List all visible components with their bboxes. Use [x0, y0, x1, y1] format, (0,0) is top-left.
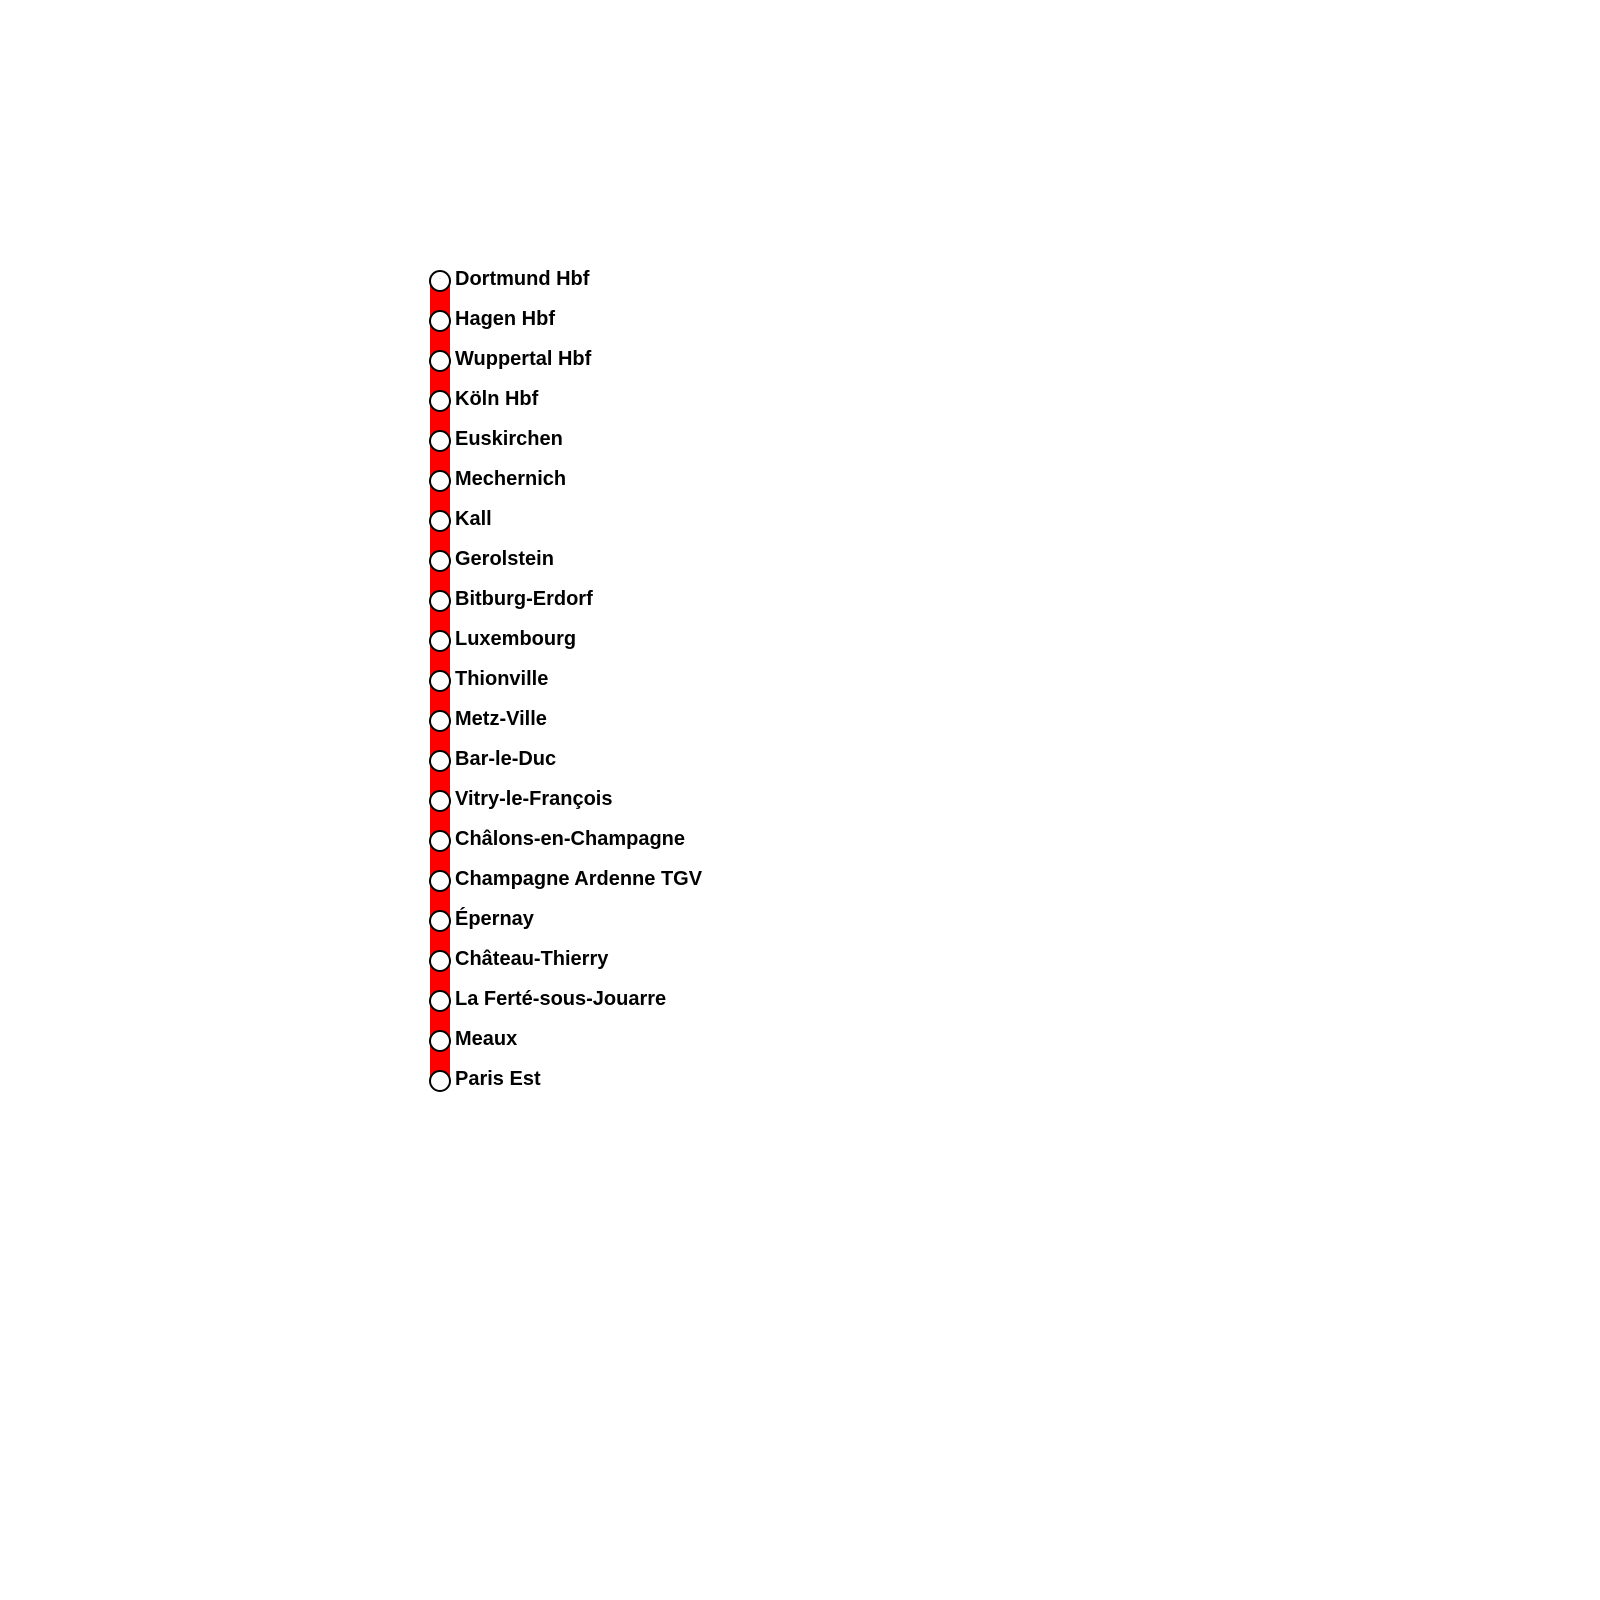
station-stop: Thionville	[429, 668, 549, 692]
station-circle-icon	[429, 430, 451, 452]
station-stop: Châlons-en-Champagne	[429, 828, 686, 852]
station-circle-icon	[429, 630, 451, 652]
station-label: Meaux	[455, 1028, 518, 1050]
station-label: Gerolstein	[455, 548, 554, 570]
station-circle-icon	[429, 270, 451, 292]
station-stop: Épernay	[429, 908, 534, 932]
station-circle-icon	[429, 310, 451, 332]
station-label: Metz-Ville	[455, 708, 547, 730]
station-label: La Ferté-sous-Jouarre	[455, 988, 667, 1010]
station-circle-icon	[429, 830, 451, 852]
station-label: Wuppertal Hbf	[455, 348, 592, 370]
station-stop: Dortmund Hbf	[429, 268, 590, 292]
station-circle-icon	[429, 390, 451, 412]
station-circle-icon	[429, 1070, 451, 1092]
station-circle-icon	[429, 350, 451, 372]
station-label: Hagen Hbf	[455, 308, 555, 330]
station-circle-icon	[429, 470, 451, 492]
station-circle-icon	[429, 1030, 451, 1052]
station-stop: La Ferté-sous-Jouarre	[429, 988, 667, 1012]
station-label: Euskirchen	[455, 428, 563, 450]
station-label: Châlons-en-Champagne	[455, 828, 686, 850]
station-label: Thionville	[455, 668, 549, 690]
station-stop: Bar-le-Duc	[429, 748, 557, 772]
station-label: Château-Thierry	[455, 948, 609, 970]
station-circle-icon	[429, 950, 451, 972]
station-circle-icon	[429, 670, 451, 692]
station-stop: Gerolstein	[429, 548, 554, 572]
station-label: Bitburg-Erdorf	[455, 588, 593, 610]
station-stop: Bitburg-Erdorf	[429, 588, 593, 612]
station-stop: Château-Thierry	[429, 948, 609, 972]
station-stop: Meaux	[429, 1028, 518, 1052]
station-stop: Mechernich	[429, 468, 567, 492]
station-label: Kall	[455, 508, 492, 530]
station-stop: Metz-Ville	[429, 708, 547, 732]
station-stop: Köln Hbf	[429, 388, 539, 412]
station-stop: Hagen Hbf	[429, 308, 555, 332]
station-stop: Champagne Ardenne TGV	[429, 868, 703, 892]
station-label: Vitry-le-François	[455, 788, 613, 810]
station-circle-icon	[429, 750, 451, 772]
station-label: Champagne Ardenne TGV	[455, 868, 703, 890]
station-circle-icon	[429, 870, 451, 892]
station-label: Paris Est	[455, 1068, 541, 1090]
station-circle-icon	[429, 710, 451, 732]
station-stop: Wuppertal Hbf	[429, 348, 592, 372]
station-stop: Paris Est	[429, 1068, 541, 1092]
station-stop: Kall	[429, 508, 492, 532]
station-circle-icon	[429, 550, 451, 572]
station-circle-icon	[429, 790, 451, 812]
station-circle-icon	[429, 910, 451, 932]
station-label: Bar-le-Duc	[455, 748, 557, 770]
station-label: Épernay	[455, 908, 534, 930]
station-label: Mechernich	[455, 468, 567, 490]
station-circle-icon	[429, 510, 451, 532]
station-stop: Vitry-le-François	[429, 788, 613, 812]
station-circle-icon	[429, 990, 451, 1012]
station-stop: Euskirchen	[429, 428, 563, 452]
station-label: Dortmund Hbf	[455, 268, 590, 290]
station-label: Köln Hbf	[455, 388, 539, 410]
station-stop: Luxembourg	[429, 628, 577, 652]
station-circle-icon	[429, 590, 451, 612]
station-label: Luxembourg	[455, 628, 577, 650]
